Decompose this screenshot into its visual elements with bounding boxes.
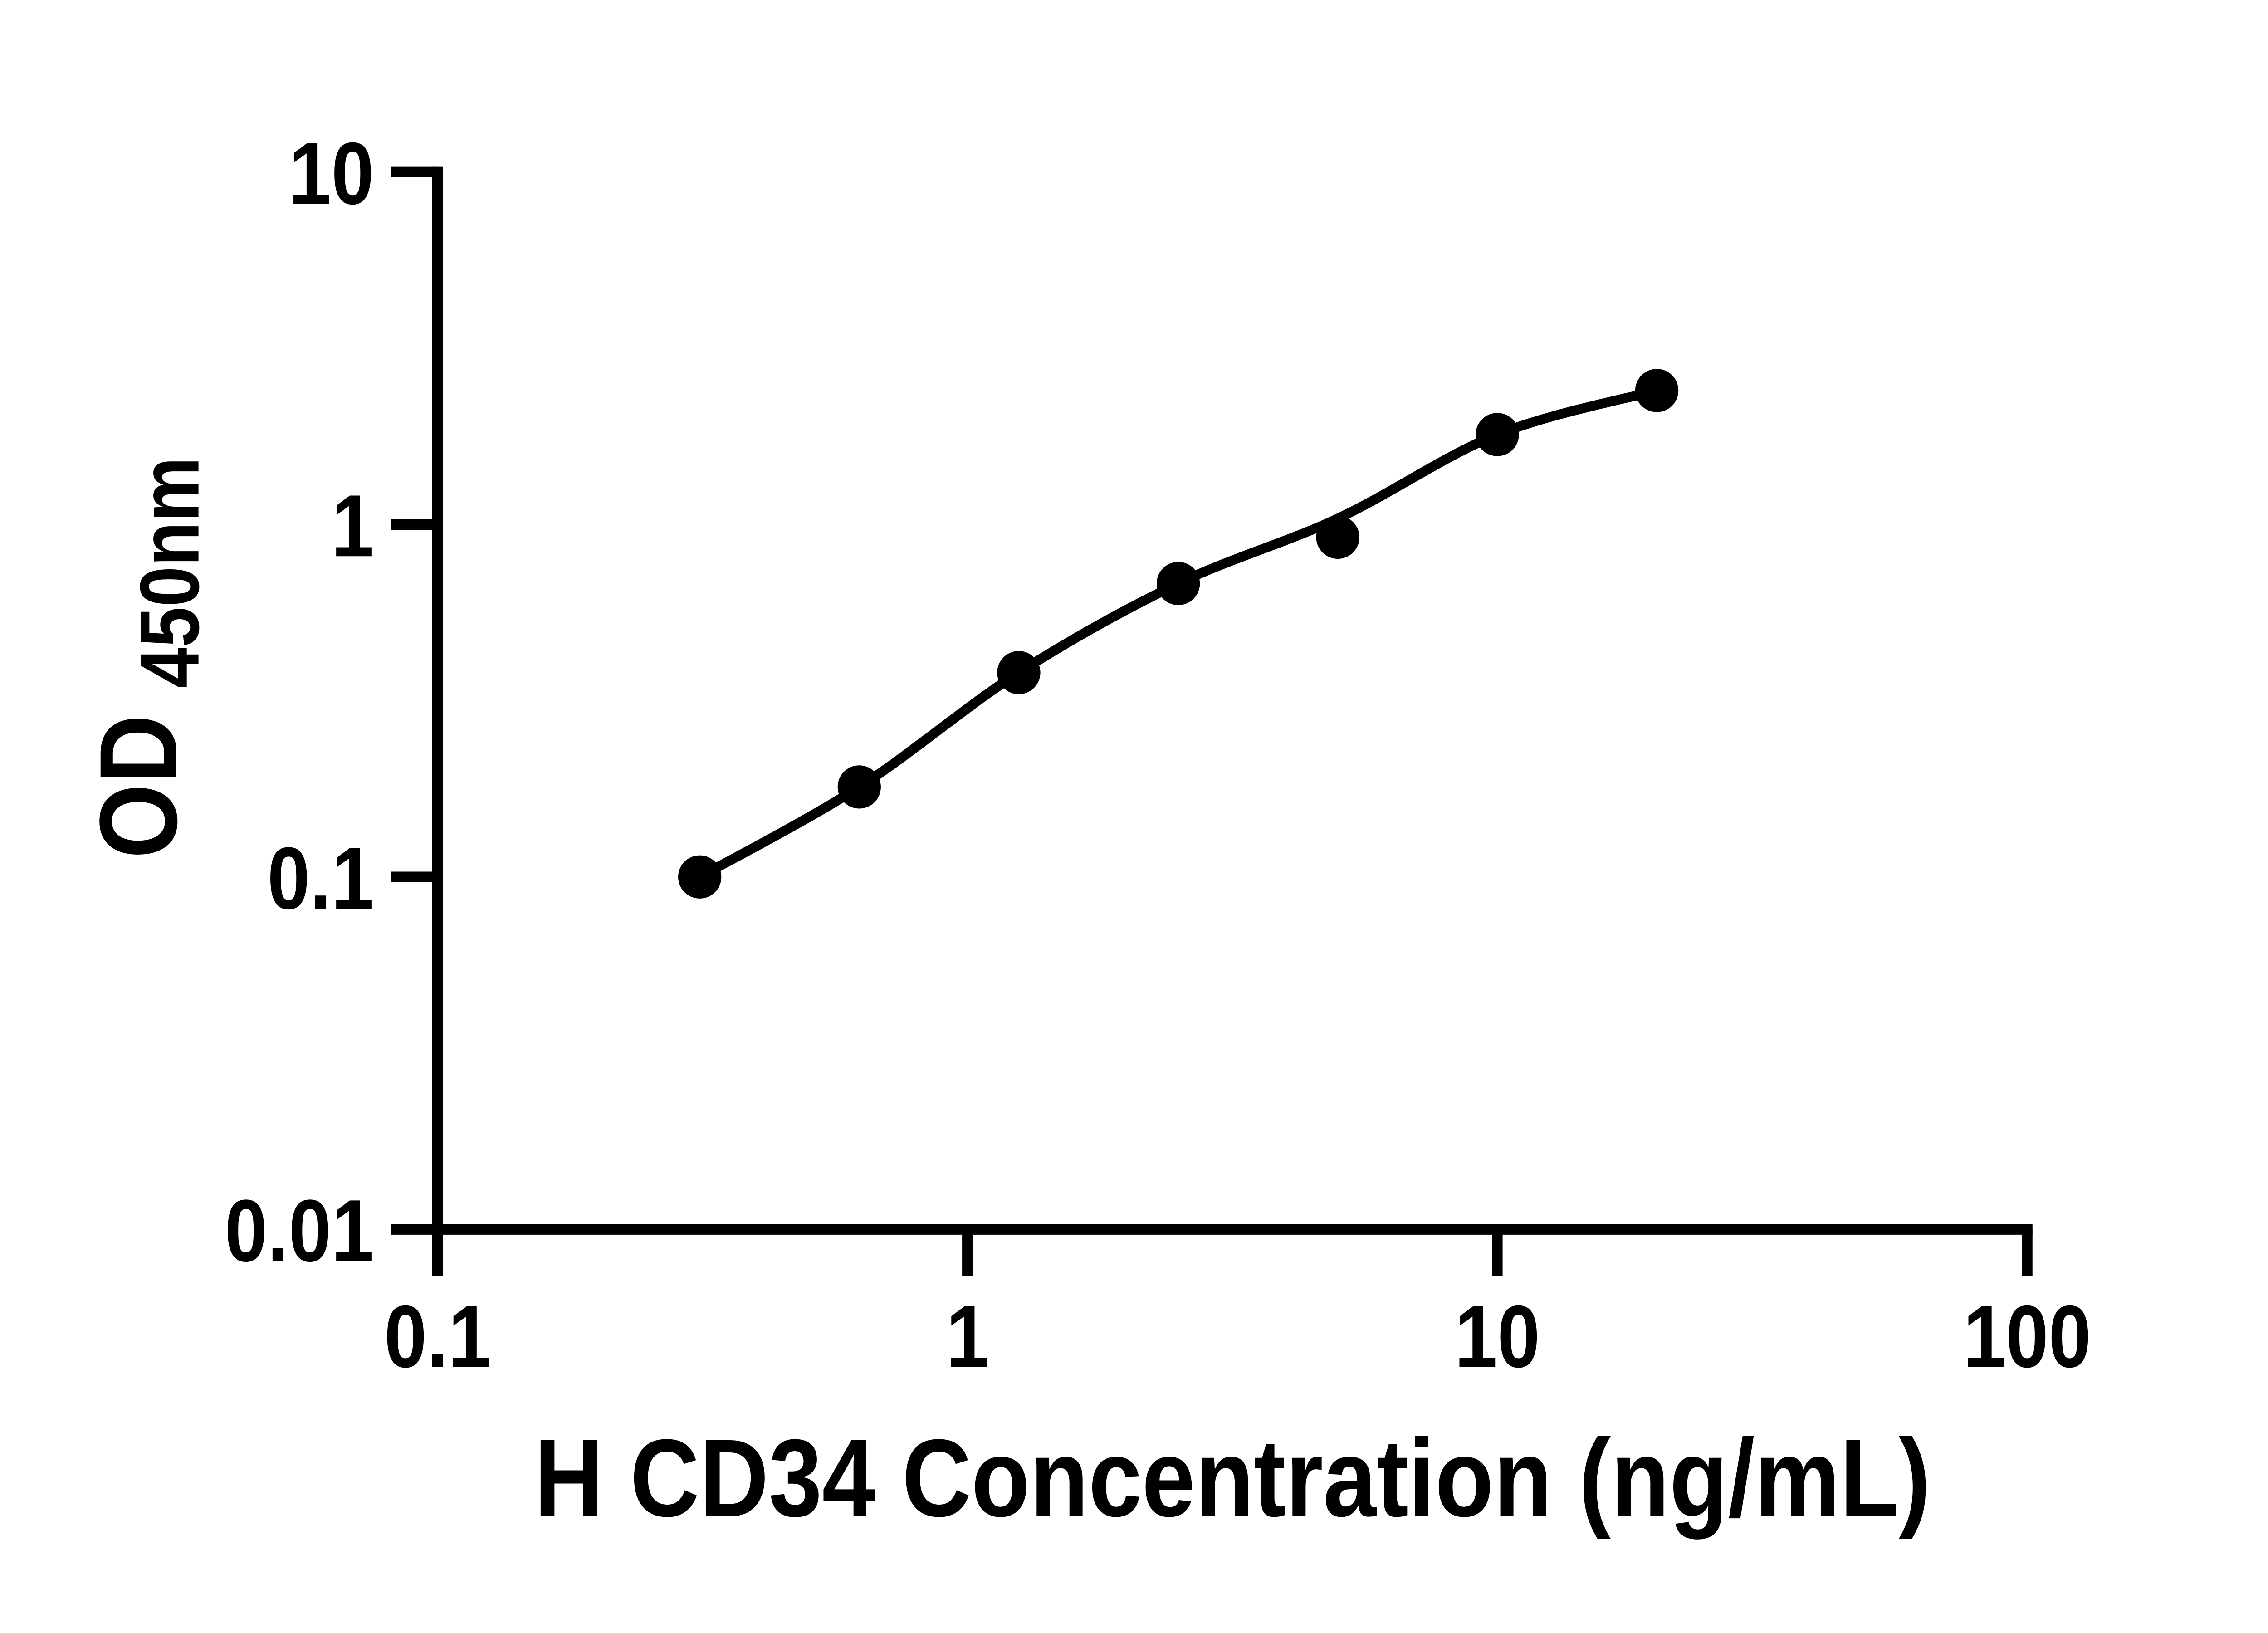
- x-tick-label: 1: [946, 1287, 989, 1386]
- x-axis-title: H CD34 Concentration (ng/mL): [534, 1417, 1931, 1540]
- series-group: [678, 369, 1679, 899]
- x-tick-label: 10: [1455, 1287, 1540, 1386]
- y-axis-title-main: OD: [77, 714, 200, 858]
- axes: [432, 166, 2033, 1235]
- y-axis-ticks: 10 1 0.1 0.01: [225, 124, 438, 1280]
- data-point: [997, 651, 1041, 694]
- x-axis-ticks: 0.1 1 10 100: [384, 1229, 2091, 1386]
- data-point: [1156, 562, 1200, 606]
- data-point: [1476, 413, 1519, 456]
- y-tick-label: 0.01: [225, 1181, 374, 1280]
- fit-curve: [697, 386, 1658, 881]
- y-axis-title-sub: 450nm: [122, 457, 216, 688]
- data-point: [1635, 369, 1679, 412]
- x-tick-label: 0.1: [384, 1287, 491, 1386]
- x-tick-label: 100: [1963, 1287, 2091, 1386]
- y-tick-label: 10: [288, 124, 374, 223]
- data-point: [837, 765, 881, 809]
- data-point: [1316, 515, 1359, 559]
- y-axis-title: OD 450nm: [77, 457, 216, 858]
- y-tick-label: 0.1: [267, 829, 374, 928]
- y-tick-label: 1: [331, 476, 374, 575]
- data-point: [678, 855, 722, 899]
